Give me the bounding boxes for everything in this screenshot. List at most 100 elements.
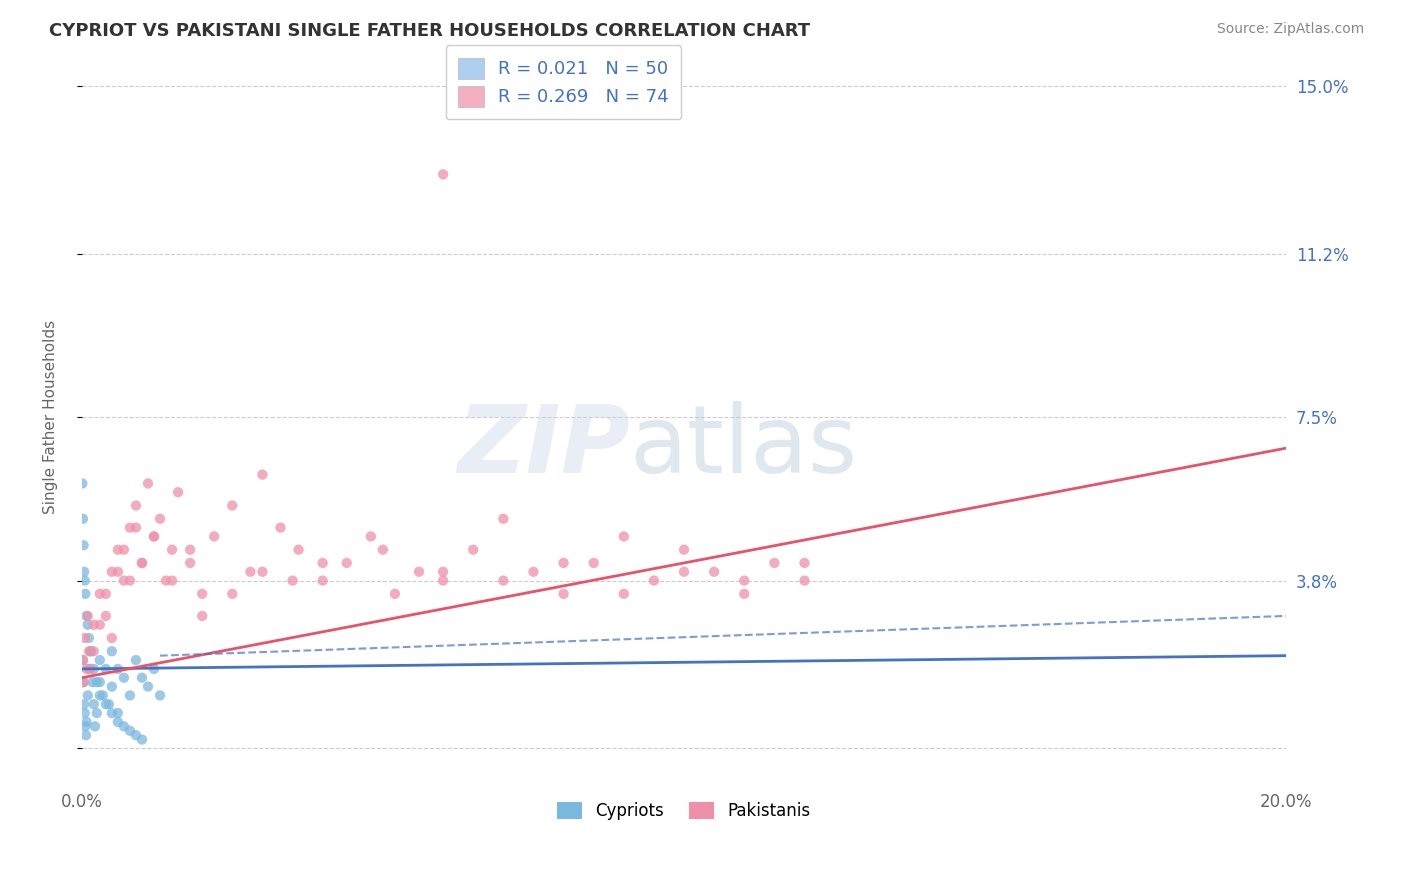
Point [83,662,105,676]
Point [131,556,153,570]
Point [160,574,183,588]
Point [360,529,382,543]
Point [112,542,135,557]
Point [72,675,94,690]
Point [553,587,575,601]
Point [112,574,135,588]
Point [269,520,291,534]
Point [97,698,120,712]
Point [101,706,124,720]
Point [80,644,103,658]
Point [311,556,333,570]
Point [86,706,108,720]
Point [91,689,114,703]
Point [221,499,243,513]
Point [191,587,214,601]
Point [80,662,103,676]
Point [143,529,166,543]
Point [72,653,94,667]
Point [118,574,141,588]
Point [72,538,94,552]
Point [136,680,159,694]
Point [73,698,96,712]
Point [125,520,148,534]
Point [160,542,183,557]
Point [101,644,124,658]
Point [131,732,153,747]
Point [83,644,105,658]
Point [107,662,129,676]
Point [73,574,96,588]
Point [703,565,725,579]
Point [83,698,105,712]
Point [432,574,454,588]
Point [793,556,815,570]
Point [179,542,201,557]
Point [80,644,103,658]
Point [73,631,96,645]
Point [89,689,111,703]
Point [643,574,665,588]
Point [101,680,124,694]
Point [118,520,141,534]
Point [553,556,575,570]
Point [76,609,98,624]
Point [252,565,274,579]
Point [101,631,124,645]
Point [73,706,96,720]
Point [94,587,117,601]
Point [72,476,94,491]
Point [131,556,153,570]
Point [673,542,696,557]
Point [613,587,636,601]
Point [287,542,309,557]
Point [149,689,172,703]
Point [371,542,394,557]
Point [125,728,148,742]
Point [76,609,98,624]
Point [77,644,100,658]
Point [89,587,111,601]
Point [463,542,485,557]
Point [118,723,141,738]
Point [89,675,111,690]
Point [131,671,153,685]
Point [112,671,135,685]
Point [522,565,544,579]
Point [107,714,129,729]
Point [94,609,117,624]
Point [167,485,190,500]
Point [112,719,135,733]
Point [89,653,111,667]
Point [73,565,96,579]
Point [384,587,406,601]
Point [239,565,262,579]
Point [72,675,94,690]
Point [136,476,159,491]
Point [311,574,333,588]
Point [76,617,98,632]
Point [118,689,141,703]
Point [76,714,98,729]
Point [94,698,117,712]
Point [281,574,304,588]
Point [733,574,755,588]
Point [336,556,359,570]
Point [107,706,129,720]
Point [89,617,111,632]
Point [763,556,786,570]
Point [492,512,515,526]
Y-axis label: Single Father Households: Single Father Households [44,320,58,515]
Point [82,675,104,690]
Point [76,689,98,703]
Point [149,512,172,526]
Text: CYPRIOT VS PAKISTANI SINGLE FATHER HOUSEHOLDS CORRELATION CHART: CYPRIOT VS PAKISTANI SINGLE FATHER HOUSE… [49,22,810,40]
Point [191,609,214,624]
Point [202,529,225,543]
Point [179,556,201,570]
Point [77,631,100,645]
Point [72,653,94,667]
Point [408,565,430,579]
Point [107,542,129,557]
Point [125,653,148,667]
